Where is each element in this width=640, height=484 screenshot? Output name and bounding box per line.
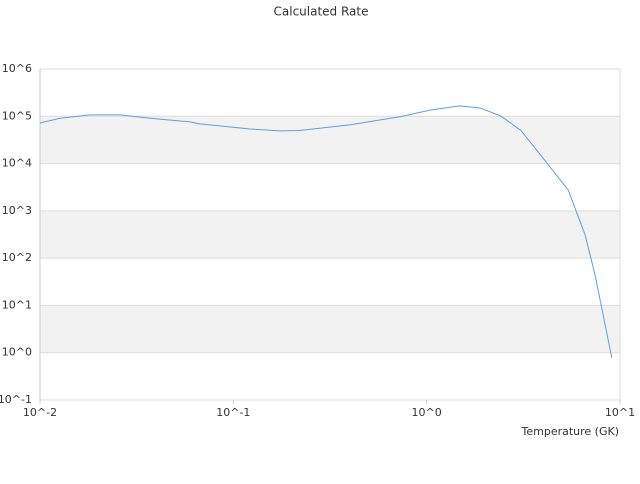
y-tick-label: 10^2 [2,251,32,264]
y-tick-label: 10^1 [2,298,32,311]
chart-title: Calculated Rate [274,5,369,19]
grid-band [40,305,620,353]
y-tick-label: 10^6 [2,62,32,75]
y-tick-label: 10^3 [2,204,32,217]
grid-band [40,210,620,259]
x-tick-label: 10^1 [605,406,635,419]
y-tick-label: 10^5 [2,109,32,122]
y-tick-label: 10^4 [2,157,32,170]
x-tick-label: 10^-2 [23,406,57,419]
grid-band [40,116,620,164]
x-axis-label: Temperature (GK) [521,425,620,438]
x-tick-label: 10^-1 [216,406,250,419]
y-tick-label: 10^-1 [0,393,32,406]
y-tick-label: 10^0 [2,346,32,359]
data-line [39,105,613,358]
x-tick-label: 10^0 [412,406,442,419]
